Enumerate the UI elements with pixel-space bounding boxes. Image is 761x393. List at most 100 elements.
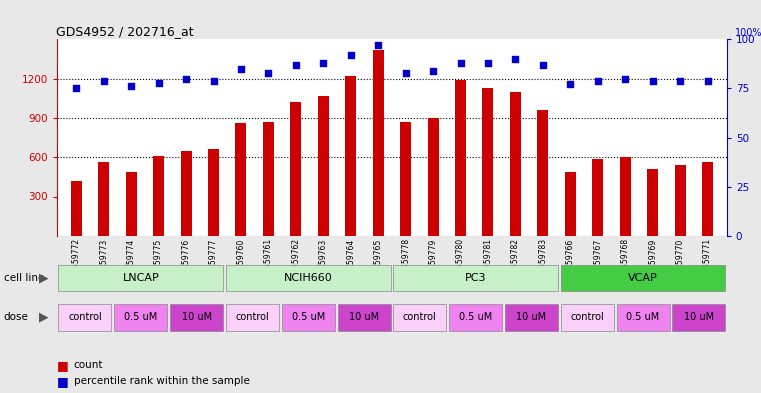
Text: 0.5 uM: 0.5 uM: [459, 312, 492, 322]
Text: GSM1359767: GSM1359767: [594, 238, 602, 290]
Text: GSM1359768: GSM1359768: [621, 238, 629, 290]
Bar: [291, 102, 301, 236]
Text: VCAP: VCAP: [628, 273, 658, 283]
Text: GSM1359770: GSM1359770: [676, 238, 685, 290]
Bar: [337, 304, 390, 331]
Point: [263, 70, 275, 76]
Point: [70, 85, 82, 92]
Text: ■: ■: [57, 375, 68, 388]
Text: 10 uM: 10 uM: [684, 312, 714, 322]
Point: [208, 77, 220, 84]
Point: [400, 70, 412, 76]
Point: [372, 42, 384, 48]
Bar: [263, 122, 274, 236]
Bar: [510, 92, 521, 236]
Bar: [619, 157, 631, 236]
Text: GSM1359765: GSM1359765: [374, 238, 383, 290]
Bar: [702, 162, 713, 236]
Bar: [126, 172, 137, 236]
Text: GSM1359776: GSM1359776: [182, 238, 190, 290]
Point: [647, 77, 659, 84]
Bar: [373, 50, 384, 236]
Point: [702, 77, 714, 84]
Point: [152, 79, 164, 86]
Bar: [561, 265, 725, 291]
Text: GSM1359764: GSM1359764: [346, 238, 355, 290]
Bar: [674, 165, 686, 236]
Point: [591, 77, 603, 84]
Bar: [345, 76, 356, 236]
Bar: [592, 158, 603, 236]
Bar: [537, 110, 549, 236]
Point: [180, 75, 193, 82]
Bar: [208, 149, 219, 236]
Bar: [71, 181, 81, 236]
Bar: [226, 304, 279, 331]
Text: GSM1359774: GSM1359774: [126, 238, 135, 290]
Point: [125, 83, 137, 90]
Text: GSM1359778: GSM1359778: [401, 238, 410, 290]
Text: GSM1359761: GSM1359761: [264, 238, 273, 290]
Bar: [428, 118, 438, 236]
Text: GSM1359779: GSM1359779: [428, 238, 438, 290]
Point: [509, 56, 521, 62]
Text: GSM1359766: GSM1359766: [566, 238, 575, 290]
Point: [454, 60, 466, 66]
Bar: [647, 169, 658, 236]
Text: GSM1359772: GSM1359772: [72, 238, 81, 290]
Bar: [114, 304, 167, 331]
Text: control: control: [235, 312, 269, 322]
Point: [427, 68, 439, 74]
Text: control: control: [403, 312, 437, 322]
Text: PC3: PC3: [465, 273, 486, 283]
Bar: [98, 162, 110, 236]
Text: 0.5 uM: 0.5 uM: [124, 312, 158, 322]
Text: percentile rank within the sample: percentile rank within the sample: [74, 376, 250, 386]
Bar: [393, 265, 558, 291]
Point: [674, 77, 686, 84]
Bar: [616, 304, 670, 331]
Bar: [235, 123, 247, 236]
Bar: [449, 304, 502, 331]
Text: control: control: [68, 312, 102, 322]
Text: GSM1359762: GSM1359762: [291, 238, 301, 290]
Text: ▶: ▶: [40, 272, 49, 285]
Point: [482, 60, 494, 66]
Text: count: count: [74, 360, 103, 371]
Point: [97, 77, 110, 84]
Text: 0.5 uM: 0.5 uM: [291, 312, 325, 322]
Point: [619, 75, 632, 82]
Text: GDS4952 / 202716_at: GDS4952 / 202716_at: [56, 25, 194, 38]
Text: 10 uM: 10 uM: [182, 312, 212, 322]
Text: GSM1359780: GSM1359780: [456, 238, 465, 290]
Bar: [59, 304, 111, 331]
Point: [345, 52, 357, 58]
Text: 10 uM: 10 uM: [349, 312, 379, 322]
Bar: [673, 304, 725, 331]
Point: [235, 66, 247, 72]
Bar: [482, 88, 493, 236]
Bar: [59, 265, 223, 291]
Bar: [282, 304, 335, 331]
Text: ▶: ▶: [40, 311, 49, 324]
Text: GSM1359777: GSM1359777: [209, 238, 218, 290]
Bar: [180, 151, 192, 236]
Text: GSM1359775: GSM1359775: [154, 238, 163, 290]
Text: GSM1359773: GSM1359773: [99, 238, 108, 290]
Point: [317, 60, 330, 66]
Bar: [170, 304, 223, 331]
Text: ■: ■: [57, 359, 68, 372]
Text: GSM1359760: GSM1359760: [237, 238, 246, 290]
Text: GSM1359781: GSM1359781: [483, 238, 492, 289]
Bar: [565, 172, 576, 236]
Text: LNCAP: LNCAP: [123, 273, 159, 283]
Text: GSM1359769: GSM1359769: [648, 238, 658, 290]
Bar: [400, 122, 411, 236]
Bar: [505, 304, 558, 331]
Text: control: control: [570, 312, 604, 322]
Text: 0.5 uM: 0.5 uM: [626, 312, 660, 322]
Text: GSM1359783: GSM1359783: [538, 238, 547, 290]
Text: NCIH660: NCIH660: [284, 273, 333, 283]
Point: [564, 81, 576, 88]
Point: [290, 62, 302, 68]
